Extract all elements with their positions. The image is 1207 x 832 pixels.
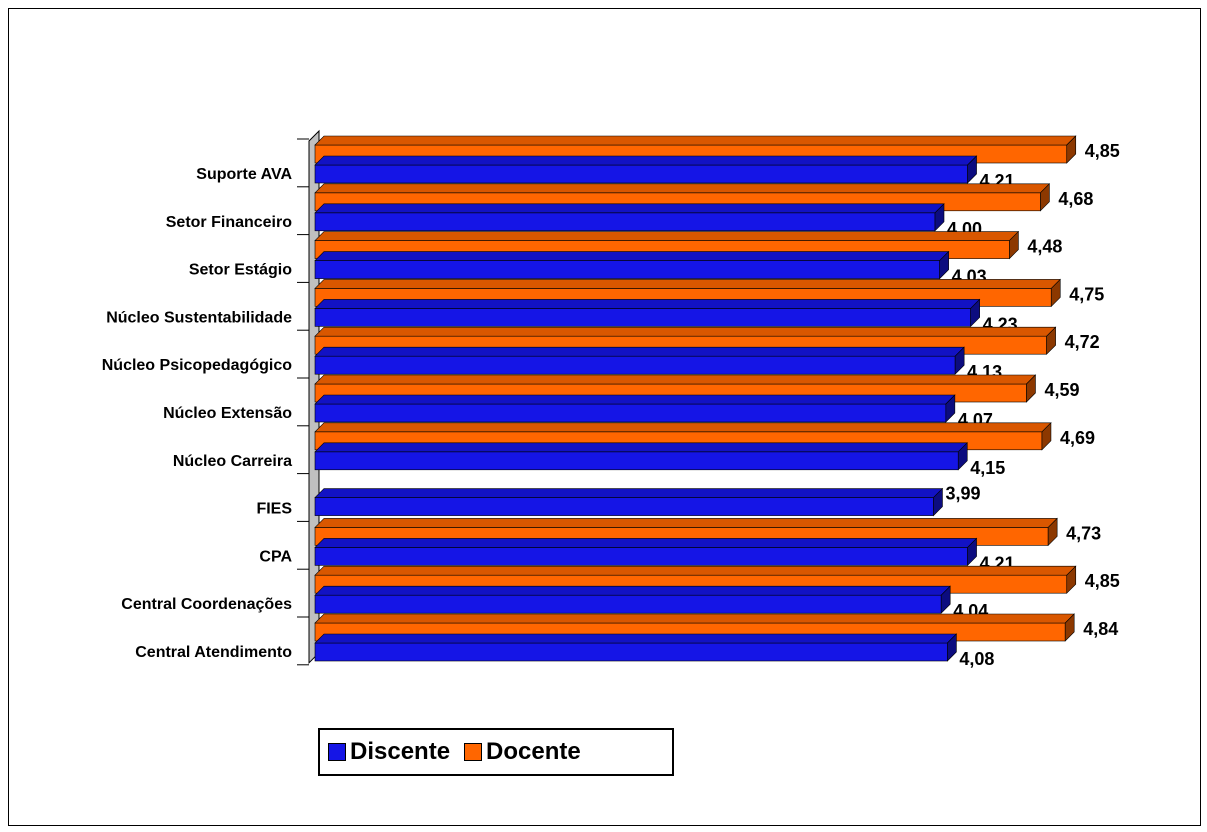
bar-discente-top bbox=[314, 251, 950, 261]
bar-docente-side bbox=[1050, 278, 1061, 308]
bar-discente-side bbox=[945, 394, 956, 423]
bar-discente-top bbox=[314, 155, 978, 166]
bar-docente-side bbox=[1009, 230, 1019, 260]
bar-discente-side bbox=[970, 298, 980, 328]
legend-label-docente: Docente bbox=[486, 738, 581, 765]
bar-discente-side bbox=[954, 346, 965, 375]
bar-docente-top bbox=[314, 374, 1037, 385]
data-label-docente: 4,75 bbox=[1069, 284, 1104, 304]
category-label: CPA bbox=[259, 548, 292, 565]
bar-docente-side bbox=[1047, 517, 1058, 547]
bar-docente-top bbox=[314, 422, 1052, 433]
legend: Discente Docente bbox=[318, 728, 674, 776]
bar-discente-side bbox=[967, 537, 977, 567]
bar-discente-top bbox=[314, 203, 945, 214]
bar-discente-side bbox=[957, 442, 968, 471]
bar-discente-top bbox=[314, 346, 965, 357]
bar-discente-front bbox=[314, 451, 959, 471]
bar-discente-front bbox=[314, 594, 942, 614]
bar-docente-side bbox=[1066, 135, 1077, 164]
bar-discente-front bbox=[314, 642, 948, 662]
bar-discente-side bbox=[947, 633, 957, 662]
bar-docente-top bbox=[314, 183, 1051, 194]
bar-discente-top bbox=[314, 488, 944, 498]
bar-docente-side bbox=[1041, 422, 1052, 451]
data-label-docente: 4,68 bbox=[1058, 189, 1093, 209]
bar-docente-top bbox=[314, 518, 1058, 528]
category-label: Suporte AVA bbox=[196, 166, 292, 183]
bar-discente-top bbox=[314, 299, 981, 309]
data-label-docente: 4,59 bbox=[1044, 380, 1079, 400]
bar-discente-side bbox=[940, 585, 951, 614]
category-label: Núcleo Psicopedagógico bbox=[102, 357, 292, 374]
category-label: Central Atendimento bbox=[135, 644, 292, 661]
bar-discente-front bbox=[314, 355, 956, 375]
legend-item-docente: Docente bbox=[464, 738, 581, 766]
bar-docente-side bbox=[1046, 326, 1056, 355]
bar-discente-side bbox=[939, 250, 949, 280]
bar-discente-front bbox=[314, 403, 947, 423]
bar-docente-side bbox=[1026, 374, 1036, 403]
bar-discente-top bbox=[314, 394, 956, 405]
data-label-docente: 4,84 bbox=[1083, 619, 1118, 639]
category-label: Núcleo Extensão bbox=[163, 405, 292, 422]
category-label: Núcleo Carreira bbox=[173, 453, 292, 470]
bar-docente-top bbox=[314, 231, 1020, 241]
bar-docente-top bbox=[314, 279, 1061, 289]
bar-docente-side bbox=[1064, 613, 1075, 642]
bar-docente-side bbox=[1066, 565, 1077, 594]
bar-discente-side bbox=[933, 487, 943, 517]
data-label-docente: 4,73 bbox=[1066, 523, 1101, 543]
data-label-docente: 4,69 bbox=[1060, 428, 1095, 448]
data-label-docente: 4,72 bbox=[1065, 332, 1100, 352]
bar-discente-side bbox=[967, 155, 977, 184]
bar-docente-top bbox=[314, 565, 1077, 576]
bar-docente-top bbox=[314, 326, 1057, 337]
bar-docente-top bbox=[314, 613, 1075, 624]
data-label-discente: 4,08 bbox=[959, 649, 994, 669]
bar-discente-top bbox=[314, 538, 978, 548]
bar-discente-front bbox=[314, 497, 934, 516]
bar-discente-front bbox=[314, 212, 936, 232]
data-label-discente: 3,99 bbox=[945, 484, 980, 504]
bar-discente-top bbox=[314, 442, 968, 453]
bar-discente-front bbox=[314, 164, 968, 184]
data-label-docente: 4,85 bbox=[1085, 141, 1120, 161]
bar-docente-side bbox=[1040, 183, 1050, 212]
data-label-discente: 4,15 bbox=[970, 458, 1005, 478]
bar-discente-side bbox=[934, 203, 945, 232]
data-label-docente: 4,48 bbox=[1027, 237, 1062, 257]
data-label-docente: 4,85 bbox=[1085, 571, 1120, 591]
legend-swatch-docente bbox=[464, 743, 483, 761]
legend-item-discente: Discente bbox=[328, 738, 450, 766]
category-label: Setor Financeiro bbox=[166, 214, 292, 231]
bar-discente-top bbox=[314, 633, 958, 644]
legend-swatch-discente bbox=[328, 743, 346, 761]
legend-label-discente: Discente bbox=[350, 738, 451, 765]
category-label: Central Coordenações bbox=[121, 596, 292, 613]
bar-discente-front bbox=[314, 308, 971, 327]
category-label: Setor Estágio bbox=[189, 262, 292, 279]
category-label: FIES bbox=[256, 501, 292, 518]
bar-discente-front bbox=[314, 260, 940, 279]
bar-discente-top bbox=[314, 585, 951, 596]
bar-discente-front bbox=[314, 547, 968, 566]
bar-docente-top bbox=[314, 135, 1077, 146]
category-label: Núcleo Sustentabilidade bbox=[106, 309, 292, 326]
